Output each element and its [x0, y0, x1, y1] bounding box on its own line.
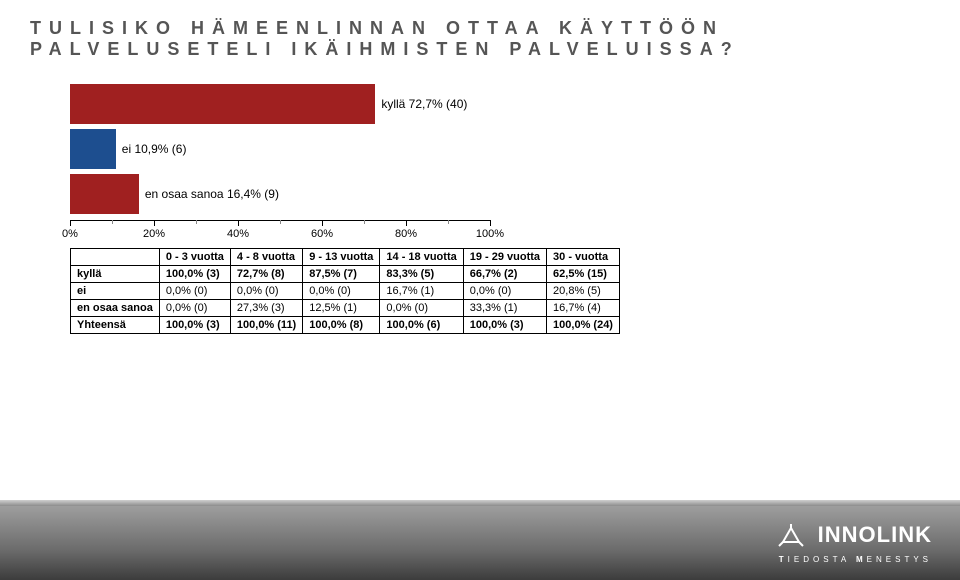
table-cell: 100,0% (11): [230, 317, 302, 334]
table-cell: 66,7% (2): [463, 266, 546, 283]
page: TULISIKO HÄMEENLINNAN OTTAA KÄYTTÖÖN PAL…: [0, 0, 960, 580]
table-row: ei0,0% (0)0,0% (0)0,0% (0)16,7% (1)0,0% …: [71, 283, 620, 300]
tick: [406, 220, 407, 226]
table-header-cell: 30 - vuotta: [547, 249, 620, 266]
logo: INNOLINK TIEDOSTA MENESTYS: [777, 522, 932, 563]
tick: [196, 220, 197, 224]
bars-container: kyllä 72,7% (40) ei 10,9% (6) en osaa sano…: [70, 84, 490, 214]
bar-ei: ei 10,9% (6): [70, 129, 490, 169]
logo-tagline: TIEDOSTA MENESTYS: [777, 555, 932, 564]
table-cell: 0,0% (0): [230, 283, 302, 300]
bar-label: ei 10,9% (6): [116, 142, 187, 156]
table-row: kyllä100,0% (3)72,7% (8)87,5% (7)83,3% (…: [71, 266, 620, 283]
tick: [490, 220, 491, 226]
bar-label: en osaa sanoa 16,4% (9): [139, 187, 279, 201]
table-cell: 0,0% (0): [463, 283, 546, 300]
x-axis: 0%20%40%60%80%100%: [70, 220, 490, 248]
bar-kylla: kyllä 72,7% (40): [70, 84, 490, 124]
table-cell: 100,0% (3): [159, 317, 230, 334]
table-cell: 100,0% (3): [159, 266, 230, 283]
table-header-cell: 19 - 29 vuotta: [463, 249, 546, 266]
table-cell: 0,0% (0): [159, 300, 230, 317]
table-cell: 87,5% (7): [303, 266, 380, 283]
table-cell: 0,0% (0): [380, 300, 463, 317]
table-cell: 0,0% (0): [303, 283, 380, 300]
table-cell: 16,7% (1): [380, 283, 463, 300]
tick-label: 60%: [311, 228, 333, 240]
table-header-cell: [71, 249, 160, 266]
table-cell: 72,7% (8): [230, 266, 302, 283]
tick-label: 80%: [395, 228, 417, 240]
bar-rect: [70, 174, 139, 214]
tick-label: 100%: [476, 228, 504, 240]
table-cell: Yhteensä: [71, 317, 160, 334]
table-cell: 20,8% (5): [547, 283, 620, 300]
tick: [112, 220, 113, 224]
footer: INNOLINK TIEDOSTA MENESTYS: [0, 506, 960, 580]
bar-rect: [70, 129, 116, 169]
table-header-cell: 0 - 3 vuotta: [159, 249, 230, 266]
table-header-row: 0 - 3 vuotta4 - 8 vuotta9 - 13 vuotta14 …: [71, 249, 620, 266]
table-header-cell: 9 - 13 vuotta: [303, 249, 380, 266]
table-cell: kyllä: [71, 266, 160, 283]
tick: [364, 220, 365, 224]
logo-icon: [777, 524, 805, 553]
table-cell: 100,0% (8): [303, 317, 380, 334]
table-cell: 16,7% (4): [547, 300, 620, 317]
title-line-2: PALVELUSETELI IKÄIHMISTEN PALVELUISSA?: [30, 39, 930, 60]
table-cell: 12,5% (1): [303, 300, 380, 317]
page-title: TULISIKO HÄMEENLINNAN OTTAA KÄYTTÖÖN PAL…: [0, 0, 960, 66]
title-line-1: TULISIKO HÄMEENLINNAN OTTAA KÄYTTÖÖN: [30, 18, 930, 39]
table-header-cell: 14 - 18 vuotta: [380, 249, 463, 266]
bar-rect: [70, 84, 375, 124]
table-header-cell: 4 - 8 vuotta: [230, 249, 302, 266]
table-cell: 27,3% (3): [230, 300, 302, 317]
tick: [280, 220, 281, 224]
table-row: Yhteensä100,0% (3)100,0% (11)100,0% (8)1…: [71, 317, 620, 334]
tick: [322, 220, 323, 226]
tick-label: 0%: [62, 228, 78, 240]
bar-chart: kyllä 72,7% (40) ei 10,9% (6) en osaa sano…: [70, 84, 490, 234]
bar-eos: en osaa sanoa 16,4% (9): [70, 174, 490, 214]
tick: [448, 220, 449, 224]
data-table: 0 - 3 vuotta4 - 8 vuotta9 - 13 vuotta14 …: [70, 248, 620, 334]
table-row: en osaa sanoa0,0% (0)27,3% (3)12,5% (1)0…: [71, 300, 620, 317]
table-cell: 83,3% (5): [380, 266, 463, 283]
table-cell: 100,0% (6): [380, 317, 463, 334]
tick: [70, 220, 71, 226]
table-cell: 62,5% (15): [547, 266, 620, 283]
tick: [154, 220, 155, 226]
tick-label: 20%: [143, 228, 165, 240]
tick-label: 40%: [227, 228, 249, 240]
table-cell: 100,0% (24): [547, 317, 620, 334]
table-cell: en osaa sanoa: [71, 300, 160, 317]
tick: [238, 220, 239, 226]
bar-label: kyllä 72,7% (40): [375, 97, 467, 111]
table-cell: 100,0% (3): [463, 317, 546, 334]
table-cell: 0,0% (0): [159, 283, 230, 300]
logo-text: INNOLINK: [818, 522, 932, 547]
table-cell: 33,3% (1): [463, 300, 546, 317]
table-cell: ei: [71, 283, 160, 300]
